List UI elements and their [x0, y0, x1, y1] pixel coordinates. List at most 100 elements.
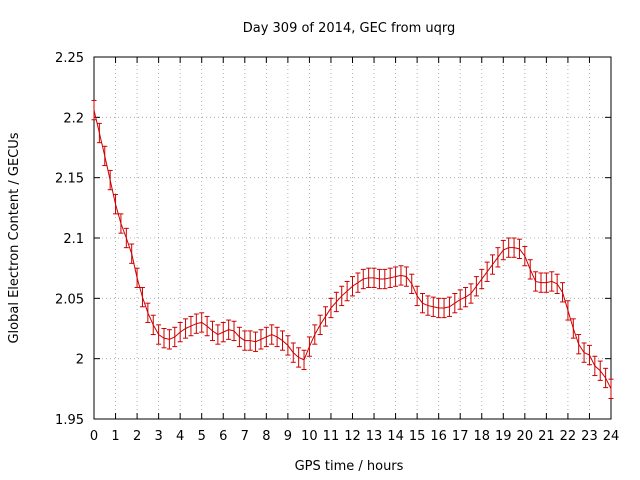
x-tick-label: 7 — [241, 429, 249, 444]
error-bar — [317, 314, 323, 336]
error-bar — [236, 326, 242, 348]
grid-lines — [94, 57, 611, 419]
error-bar — [199, 312, 205, 333]
error-bar — [570, 318, 576, 339]
error-bar — [215, 324, 221, 345]
x-tick-label: 4 — [176, 429, 184, 444]
x-tick-label: 9 — [284, 429, 292, 444]
error-bar — [468, 283, 474, 304]
error-bar — [554, 273, 560, 295]
error-bar — [463, 286, 469, 308]
x-tick-label: 12 — [344, 429, 361, 444]
error-bar — [360, 268, 366, 290]
y-axis-title: Global Electron Content / GECUs — [7, 132, 22, 343]
y-tick-label: 2.2 — [63, 111, 84, 126]
chart-title: Day 309 of 2014, GEC from uqrg — [243, 21, 456, 36]
error-bar — [118, 213, 124, 234]
axes: 0 1 2 3 4 5 6 7 8 9 10 11 12 13 14 15 16 17 18 19 20 21 22 23 24… — [55, 51, 619, 444]
error-bar — [382, 268, 388, 290]
error-bar — [269, 324, 275, 345]
error-bar — [565, 300, 571, 321]
error-bar — [91, 99, 97, 121]
error-bar — [409, 273, 415, 295]
y-tick-label: 1.95 — [55, 413, 84, 428]
error-bar — [263, 326, 269, 348]
error-bar — [586, 344, 592, 366]
error-bar — [204, 315, 210, 337]
error-bar — [123, 227, 129, 249]
error-bar — [312, 324, 318, 345]
x-tick-label: 16 — [430, 429, 447, 444]
y-tick-label: 2.25 — [55, 51, 84, 66]
error-bar — [366, 267, 372, 288]
error-bar — [371, 267, 377, 288]
error-bar — [516, 238, 522, 260]
error-bar — [490, 254, 496, 275]
x-tick-label: 17 — [452, 429, 469, 444]
error-bar — [188, 315, 194, 337]
error-bar — [285, 335, 291, 356]
error-bar — [253, 331, 259, 352]
error-bar — [242, 330, 248, 351]
y-tick-label: 2 — [76, 353, 84, 368]
error-bar — [274, 326, 280, 348]
y-tick-label: 2.15 — [55, 172, 84, 187]
error-bar — [393, 266, 399, 287]
error-bar — [350, 276, 355, 297]
error-bar — [290, 342, 296, 363]
x-tick-label: 14 — [387, 429, 404, 444]
error-bar — [220, 321, 226, 343]
error-bar — [306, 336, 312, 357]
error-bar — [430, 296, 436, 317]
error-bar — [209, 320, 215, 342]
error-bar — [495, 247, 501, 268]
error-bar — [511, 237, 517, 258]
error-bar — [414, 285, 420, 307]
error-bar — [279, 330, 285, 351]
x-tick-label: 3 — [154, 429, 162, 444]
plot-border — [93, 56, 612, 420]
error-bar — [333, 291, 339, 313]
error-bar — [420, 293, 426, 314]
error-bar — [522, 245, 528, 267]
error-bar — [603, 367, 609, 389]
x-tick-label: 6 — [219, 429, 227, 444]
error-bar — [543, 272, 549, 293]
x-axis-title: GPS time / hours — [295, 459, 404, 474]
error-bar — [113, 194, 119, 215]
x-tick-label: 10 — [301, 429, 318, 444]
error-bar — [484, 261, 490, 282]
x-tick-label: 21 — [538, 429, 555, 444]
error-bar — [296, 347, 302, 368]
error-bar — [177, 321, 183, 343]
error-bar — [183, 318, 189, 339]
error-bar — [376, 268, 382, 290]
error-bar — [533, 271, 539, 292]
x-tick-label: 5 — [198, 429, 206, 444]
x-tick-label: 13 — [366, 429, 383, 444]
error-bar — [457, 289, 463, 310]
error-bar — [156, 324, 162, 345]
error-bar — [301, 349, 307, 371]
x-tick-label: 20 — [517, 429, 534, 444]
x-tick-label: 1 — [111, 429, 119, 444]
error-bar — [479, 268, 485, 290]
error-bar — [150, 314, 156, 336]
error-bar — [166, 329, 172, 350]
x-tick-label: 2 — [133, 429, 141, 444]
error-bar — [247, 330, 253, 351]
error-bar — [323, 306, 329, 327]
error-bar — [231, 320, 237, 342]
error-bar — [576, 334, 582, 355]
error-bar — [441, 297, 447, 319]
error-bar — [473, 276, 479, 297]
error-bar — [452, 293, 458, 314]
error-bar — [527, 259, 533, 280]
x-tick-label: 15 — [409, 429, 426, 444]
error-bar — [339, 285, 345, 307]
error-bar — [581, 342, 587, 363]
error-bar — [355, 272, 361, 293]
x-tick-label: 22 — [560, 429, 577, 444]
error-bar — [258, 329, 264, 350]
